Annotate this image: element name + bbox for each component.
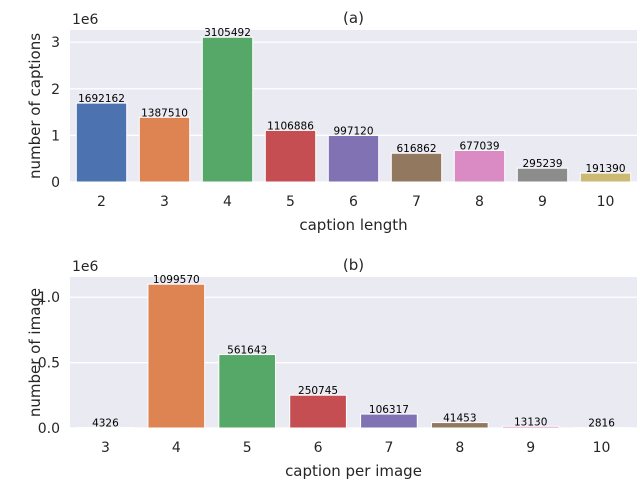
- bar: [147, 283, 206, 429]
- y-axis-label: number of image: [26, 288, 44, 417]
- x-tick-label: 9: [538, 194, 547, 210]
- chart-title: (b): [343, 256, 364, 274]
- bar: [390, 152, 443, 183]
- chart-a: 0 1 2 3 1e6 (a) 1692162 2 1387510 3 3105492 4 110688…: [26, 9, 637, 234]
- bar: [75, 102, 128, 183]
- x-tick-label: 6: [314, 440, 323, 456]
- bar: [453, 149, 506, 183]
- data-label: 1387510: [141, 107, 188, 119]
- data-label: 997120: [333, 126, 373, 138]
- x-tick-label: 5: [286, 194, 295, 210]
- x-tick-label: 3: [160, 194, 169, 210]
- data-label: 1099570: [153, 274, 200, 286]
- data-label: 561643: [227, 345, 267, 357]
- bar: [516, 167, 569, 183]
- data-label: 1692162: [78, 93, 125, 105]
- y-offset-label: 1e6: [72, 259, 99, 275]
- bar: [501, 425, 560, 429]
- y-tick-label: 0.5: [38, 356, 60, 372]
- x-tick-label: 4: [223, 194, 232, 210]
- x-tick-label: 8: [475, 194, 484, 210]
- x-tick-label: 2: [97, 194, 106, 210]
- bar: [76, 426, 135, 429]
- data-label: 616862: [396, 143, 436, 155]
- y-tick-label: 1: [51, 128, 60, 144]
- data-label: 41453: [443, 413, 476, 425]
- x-tick-label: 7: [412, 194, 421, 210]
- y-tick-label: 0: [51, 175, 60, 191]
- x-tick-label: 5: [243, 440, 252, 456]
- data-label: 3105492: [204, 27, 251, 39]
- x-axis-label: caption per image: [285, 462, 422, 480]
- y-tick-label: 3: [51, 35, 60, 51]
- data-label: 677039: [459, 140, 499, 152]
- bar: [218, 354, 277, 429]
- data-label: 295239: [522, 158, 562, 170]
- bar: [201, 36, 254, 183]
- x-tick-label: 7: [384, 440, 393, 456]
- x-tick-label: 8: [455, 440, 464, 456]
- chart-b: 0.0 0.5 1.0 1e6 (b) 4326 3 1099570 4 561643 5 25074…: [26, 256, 637, 480]
- data-label: 1106886: [267, 120, 314, 132]
- x-tick-label: 6: [349, 194, 358, 210]
- y-tick-label: 2: [51, 82, 60, 98]
- x-axis-label: caption length: [299, 216, 407, 234]
- bar: [289, 394, 347, 429]
- x-tick-label: 9: [526, 440, 535, 456]
- bar: [430, 422, 489, 429]
- data-label: 106317: [369, 404, 409, 416]
- bar: [138, 116, 191, 183]
- data-label: 13130: [514, 416, 547, 428]
- x-tick-label: 4: [172, 440, 181, 456]
- chart-title: (a): [343, 9, 364, 27]
- x-tick-label: 3: [101, 440, 110, 456]
- data-label: 4326: [92, 417, 119, 429]
- y-offset-label: 1e6: [72, 12, 99, 28]
- bar: [327, 135, 380, 183]
- y-tick-label: 1.0: [38, 290, 60, 306]
- bar: [264, 129, 317, 183]
- y-tick-label: 0.0: [38, 421, 60, 437]
- bar: [360, 413, 418, 429]
- x-tick-label: 10: [597, 194, 615, 210]
- bar: [579, 172, 632, 183]
- data-label: 250745: [298, 385, 338, 397]
- y-axis-label: number of captions: [26, 33, 44, 179]
- data-label: 191390: [585, 163, 625, 175]
- x-tick-label: 10: [593, 440, 611, 456]
- data-label: 2816: [588, 418, 615, 430]
